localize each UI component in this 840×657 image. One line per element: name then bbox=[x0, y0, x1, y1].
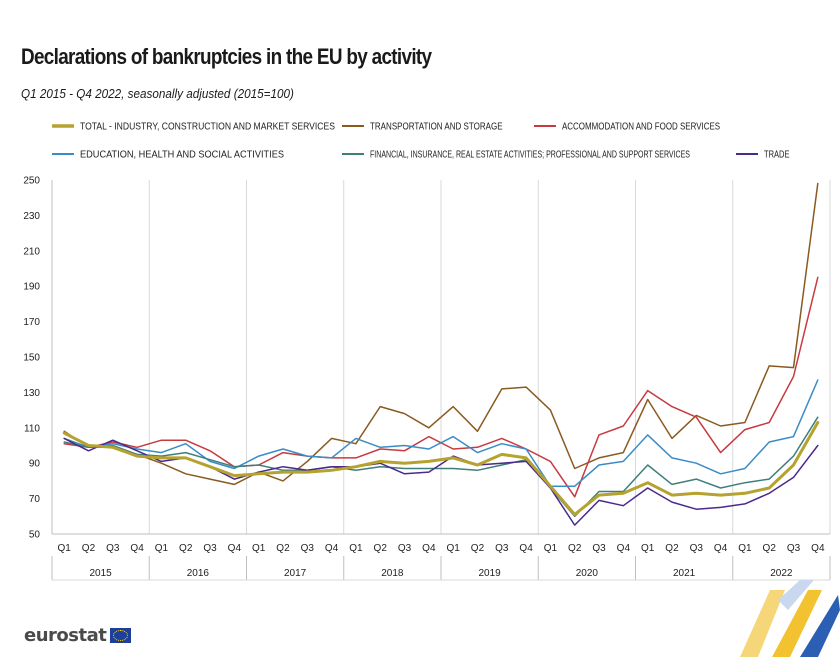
x-tick-label: Q4 bbox=[617, 543, 631, 554]
x-tick-label: Q2 bbox=[374, 543, 388, 554]
legend-label: TRADE bbox=[764, 150, 790, 161]
y-tick-label: 50 bbox=[29, 530, 41, 541]
x-tick-label: Q4 bbox=[228, 543, 242, 554]
x-tick-label: Q2 bbox=[276, 543, 290, 554]
y-tick-label: 90 bbox=[29, 459, 41, 470]
x-year-label: 2015 bbox=[90, 568, 113, 579]
x-tick-label: Q1 bbox=[57, 543, 71, 554]
x-tick-label: Q2 bbox=[665, 543, 679, 554]
x-tick-label: Q2 bbox=[82, 543, 96, 554]
x-tick-label: Q4 bbox=[811, 543, 825, 554]
y-tick-label: 110 bbox=[24, 423, 40, 434]
chart-series bbox=[62, 182, 820, 526]
x-tick-label: Q4 bbox=[130, 543, 144, 554]
x-year-label: 2020 bbox=[576, 568, 599, 579]
series-line bbox=[63, 379, 819, 487]
y-tick-label: 230 bbox=[23, 211, 40, 222]
x-tick-label: Q3 bbox=[203, 543, 217, 554]
x-tick-label: Q2 bbox=[179, 543, 193, 554]
chart-legend: TOTAL - INDUSTRY, CONSTRUCTION AND MARKE… bbox=[52, 122, 790, 161]
x-tick-label: Q1 bbox=[252, 543, 266, 554]
x-year-label: 2019 bbox=[479, 568, 502, 579]
legend-label: ACCOMMODATION AND FOOD SERVICES bbox=[562, 122, 720, 133]
y-tick-label: 130 bbox=[23, 388, 40, 399]
x-tick-label: Q3 bbox=[106, 543, 120, 554]
eu-flag-icon bbox=[110, 628, 132, 643]
x-tick-label: Q1 bbox=[446, 543, 460, 554]
x-tick-label: Q4 bbox=[714, 543, 728, 554]
y-tick-label: 190 bbox=[23, 282, 40, 293]
x-year-label: 2018 bbox=[381, 568, 404, 579]
x-tick-label: Q3 bbox=[495, 543, 509, 554]
x-year-label: 2016 bbox=[187, 568, 210, 579]
y-tick-label: 210 bbox=[23, 246, 40, 257]
x-tick-label: Q3 bbox=[398, 543, 412, 554]
x-tick-label: Q3 bbox=[592, 543, 606, 554]
x-tick-label: Q4 bbox=[519, 543, 533, 554]
decorative-stripes-icon bbox=[740, 580, 840, 657]
logo-text: eurostat bbox=[24, 625, 107, 646]
x-tick-label: Q1 bbox=[544, 543, 558, 554]
chart-grid bbox=[51, 180, 831, 534]
x-year-label: 2021 bbox=[673, 568, 696, 579]
y-tick-label: 70 bbox=[29, 494, 41, 505]
chart-subtitle: Q1 2015 - Q4 2022, seasonally adjusted (… bbox=[21, 86, 294, 101]
x-tick-label: Q1 bbox=[738, 543, 752, 554]
series-line bbox=[62, 421, 820, 516]
x-tick-label: Q2 bbox=[568, 543, 582, 554]
x-tick-label: Q4 bbox=[422, 543, 436, 554]
page-title: Declarations of bankruptcies in the EU b… bbox=[21, 44, 432, 69]
legend-label: EDUCATION, HEALTH AND SOCIAL ACTIVITIES bbox=[80, 150, 284, 161]
series-line bbox=[63, 416, 819, 518]
x-tick-label: Q1 bbox=[641, 543, 655, 554]
legend-label: FINANCIAL, INSURANCE, REAL ESTATE ACTIVI… bbox=[370, 150, 690, 161]
x-tick-label: Q3 bbox=[301, 543, 315, 554]
legend-label: TOTAL - INDUSTRY, CONSTRUCTION AND MARKE… bbox=[80, 122, 335, 133]
chart-axes: 50 70 90 110 130 150 170 190 210 230 250 Q1 Q2 Q3 Q4 Q1… bbox=[23, 176, 831, 581]
eurostat-logo: eurostat bbox=[24, 625, 132, 646]
x-year-label: 2022 bbox=[770, 568, 793, 579]
y-tick-label: 170 bbox=[23, 317, 40, 328]
x-tick-label: Q3 bbox=[690, 543, 704, 554]
legend-label: TRANSPORTATION AND STORAGE bbox=[370, 122, 503, 133]
x-tick-label: Q3 bbox=[787, 543, 801, 554]
x-tick-label: Q1 bbox=[155, 543, 169, 554]
x-tick-label: Q4 bbox=[325, 543, 339, 554]
y-tick-label: 250 bbox=[23, 176, 40, 187]
x-tick-label: Q1 bbox=[349, 543, 363, 554]
x-year-label: 2017 bbox=[284, 568, 307, 579]
x-tick-label: Q2 bbox=[471, 543, 485, 554]
series-line bbox=[63, 182, 819, 486]
y-tick-label: 150 bbox=[23, 353, 40, 364]
x-tick-label: Q2 bbox=[763, 543, 777, 554]
